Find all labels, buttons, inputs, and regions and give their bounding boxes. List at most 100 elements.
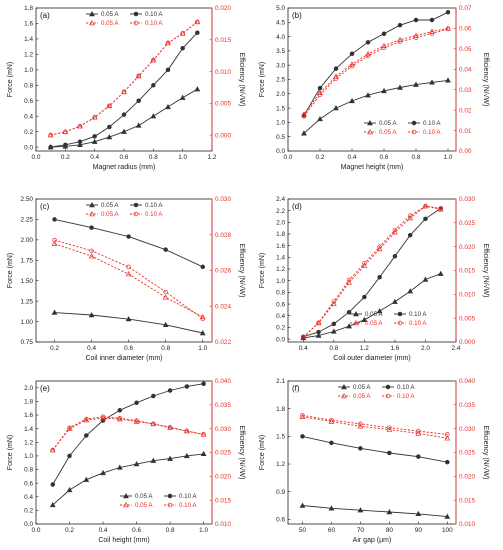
data-point bbox=[349, 51, 355, 57]
data-point bbox=[438, 206, 443, 211]
data-point bbox=[361, 316, 368, 323]
data-point bbox=[346, 323, 352, 329]
series-line bbox=[52, 383, 204, 485]
y2-axis-label: Efficiency (N/√W) bbox=[482, 426, 490, 480]
legend-marker bbox=[397, 320, 403, 326]
data-point bbox=[413, 32, 419, 38]
panel-label: (d) bbox=[292, 202, 302, 211]
data-point bbox=[179, 94, 186, 100]
y-tick-label: 2.0 bbox=[276, 220, 285, 227]
plot-frame bbox=[287, 380, 457, 525]
legend-marker bbox=[89, 210, 95, 217]
data-point bbox=[88, 253, 95, 259]
data-point bbox=[184, 384, 190, 389]
y2-tick-label: 0.020 bbox=[215, 474, 231, 481]
data-point bbox=[150, 113, 157, 119]
data-point bbox=[133, 461, 140, 467]
data-point bbox=[151, 421, 156, 427]
y2-tick-label: 0.040 bbox=[215, 378, 231, 385]
y2-tick-label: 0.030 bbox=[215, 426, 231, 433]
data-point bbox=[50, 447, 56, 453]
y-tick-label: 1.50 bbox=[21, 278, 34, 285]
legend-marker bbox=[411, 120, 417, 126]
data-point bbox=[195, 19, 200, 25]
y-tick-label: 0.8 bbox=[24, 82, 33, 89]
y2-tick-label: 0.024 bbox=[215, 303, 231, 310]
data-point bbox=[116, 416, 123, 422]
legend-marker bbox=[167, 502, 173, 508]
x-tick-label: 0.4 bbox=[87, 345, 96, 352]
y-tick-label: 1.4 bbox=[24, 426, 33, 433]
series-2 bbox=[50, 381, 206, 487]
data-point bbox=[200, 450, 207, 457]
y-tick-label: 2.2 bbox=[276, 208, 285, 215]
y2-tick-label: 0.025 bbox=[459, 450, 475, 457]
data-point bbox=[117, 415, 123, 421]
data-point bbox=[365, 40, 371, 45]
data-point bbox=[77, 139, 83, 144]
series-2 bbox=[301, 10, 451, 118]
legend-marker bbox=[89, 201, 95, 208]
data-point bbox=[107, 103, 112, 109]
data-point bbox=[365, 92, 371, 98]
data-point bbox=[121, 89, 127, 95]
panel-label: (f) bbox=[292, 384, 300, 393]
data-point bbox=[100, 469, 106, 476]
data-point bbox=[300, 434, 305, 439]
x-tick-label: 0.6 bbox=[120, 154, 129, 161]
y-tick-label: 0.4 bbox=[276, 313, 285, 320]
data-point bbox=[301, 334, 306, 340]
legend-marker bbox=[167, 493, 173, 499]
data-point bbox=[329, 440, 334, 446]
data-point bbox=[167, 455, 173, 461]
series-2 bbox=[300, 434, 450, 465]
data-point bbox=[413, 17, 419, 23]
x-tick-label: 0.8 bbox=[329, 345, 338, 352]
legend-entry: 0.10 A bbox=[409, 311, 427, 318]
data-point bbox=[445, 26, 451, 32]
data-point bbox=[358, 446, 363, 451]
y-tick-label: 2.4 bbox=[276, 196, 285, 203]
y2-tick-label: 0.005 bbox=[215, 101, 231, 108]
data-point bbox=[107, 124, 112, 130]
data-point bbox=[63, 129, 68, 135]
y-axis-label: Force (mN) bbox=[7, 62, 14, 97]
data-point bbox=[445, 459, 450, 465]
y-tick-label: 2.0 bbox=[276, 91, 285, 98]
y-tick-label: 1.8 bbox=[24, 399, 33, 406]
data-point bbox=[126, 264, 131, 270]
data-point bbox=[125, 316, 132, 322]
y-tick-label: 1.8 bbox=[24, 5, 33, 12]
data-point bbox=[358, 421, 363, 427]
data-point bbox=[346, 279, 352, 285]
x-tick-label: 50 bbox=[299, 527, 307, 534]
data-point bbox=[407, 288, 414, 294]
y2-tick-label: 0.015 bbox=[459, 268, 475, 275]
data-point bbox=[386, 508, 393, 515]
data-point bbox=[316, 329, 321, 335]
chart-panel-1: 0.0 0.2 0.4 0.6 0.8 1.0 1.2 0.0 0.2 0.4 0.6 0.8 1.0 1… bbox=[7, 5, 246, 171]
data-point bbox=[407, 213, 413, 218]
data-point bbox=[92, 115, 97, 120]
data-point bbox=[116, 464, 123, 470]
y-tick-label: 2.50 bbox=[21, 196, 34, 203]
x-tick-label: 1.2 bbox=[360, 345, 369, 352]
panel-label: (b) bbox=[292, 11, 302, 20]
series-line bbox=[54, 312, 203, 334]
y2-tick-label: 0.005 bbox=[459, 315, 475, 322]
series-1 bbox=[47, 86, 201, 150]
data-point bbox=[429, 79, 435, 85]
data-point bbox=[445, 10, 451, 15]
y2-tick-label: 0.015 bbox=[215, 37, 231, 44]
data-point bbox=[387, 450, 392, 456]
y-axis-label: Force (mN) bbox=[7, 435, 14, 470]
panel-label: (c) bbox=[40, 202, 50, 211]
y-tick-label: 1.5 bbox=[276, 105, 285, 112]
data-point bbox=[200, 264, 205, 270]
chart-panel-6: 50 60 70 80 90 100 0.6 0.9 1.2 1.5 1.8 2.1 0.010 0.01… bbox=[259, 378, 490, 544]
y2-tick-label: 0.015 bbox=[215, 497, 231, 504]
data-point bbox=[316, 320, 321, 326]
data-point bbox=[134, 418, 139, 423]
series-line bbox=[303, 273, 441, 339]
y-tick-label: 0.6 bbox=[24, 480, 33, 487]
